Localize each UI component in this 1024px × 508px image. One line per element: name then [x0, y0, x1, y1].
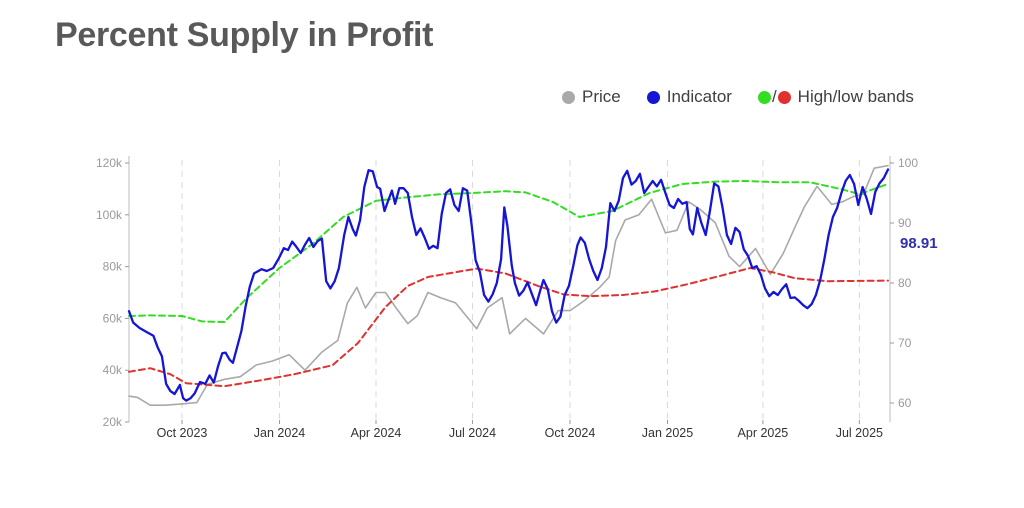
series-line-high-band — [128, 180, 889, 323]
y-left-tick-label-2: 60k — [103, 311, 123, 325]
chart-title: Percent Supply in Profit — [55, 16, 434, 54]
x-tick-label-5: Jan 2025 — [642, 426, 693, 440]
x-tick-label-7: Jul 2025 — [836, 426, 883, 440]
y-right-tick-label-1: 70 — [898, 336, 912, 350]
legend-label-price: Price — [582, 87, 621, 106]
series-line-low-band — [128, 267, 889, 388]
legend-item-bands[interactable]: / High/low bands — [757, 87, 914, 107]
legend-label-indicator: Indicator — [666, 87, 732, 106]
legend-slash: / — [771, 87, 777, 106]
y-left-tick-label-1: 40k — [103, 363, 123, 377]
y-left-tick-label-4: 100k — [96, 208, 123, 222]
indicator-dot-icon — [646, 90, 660, 104]
tick-labels: Oct 2023 Jan 2024 Apr 2024 Jul 2024 Oct 2024… — [96, 156, 938, 440]
low-band-dot-icon — [777, 90, 791, 104]
y-right-tick-label-3: 90 — [898, 216, 912, 230]
x-tick-label-2: Apr 2024 — [351, 426, 402, 440]
legend-item-price[interactable]: Price — [562, 87, 621, 107]
vertical-gridlines — [181, 160, 860, 420]
x-tick-label-4: Oct 2024 — [545, 426, 596, 440]
x-tick-label-3: Jul 2024 — [449, 426, 496, 440]
chart-legend: Price Indicator / High/low bands — [562, 87, 914, 107]
legend-label-bands: High/low bands — [797, 87, 914, 106]
y-right-tick-label-0: 60 — [898, 396, 912, 410]
axes — [125, 156, 894, 424]
legend-item-indicator[interactable]: Indicator — [646, 87, 732, 107]
y-left-tick-label-0: 20k — [103, 415, 123, 429]
x-tick-label-1: Jan 2024 — [254, 426, 305, 440]
x-tick-label-6: Apr 2025 — [738, 426, 789, 440]
x-tick-label-0: Oct 2023 — [157, 426, 208, 440]
series-line-indicator — [127, 168, 890, 402]
series-line-price — [128, 164, 889, 406]
y-left-tick-label-3: 80k — [103, 260, 123, 274]
y-right-tick-label-4: 100 — [898, 156, 918, 170]
y-left-tick-label-5: 120k — [96, 156, 123, 170]
price-dot-icon — [562, 90, 575, 104]
y-right-tick-label-2: 80 — [898, 276, 912, 290]
current-value-label: 98.91 — [900, 235, 938, 252]
series-lines — [127, 164, 890, 406]
high-band-dot-icon — [757, 90, 771, 104]
